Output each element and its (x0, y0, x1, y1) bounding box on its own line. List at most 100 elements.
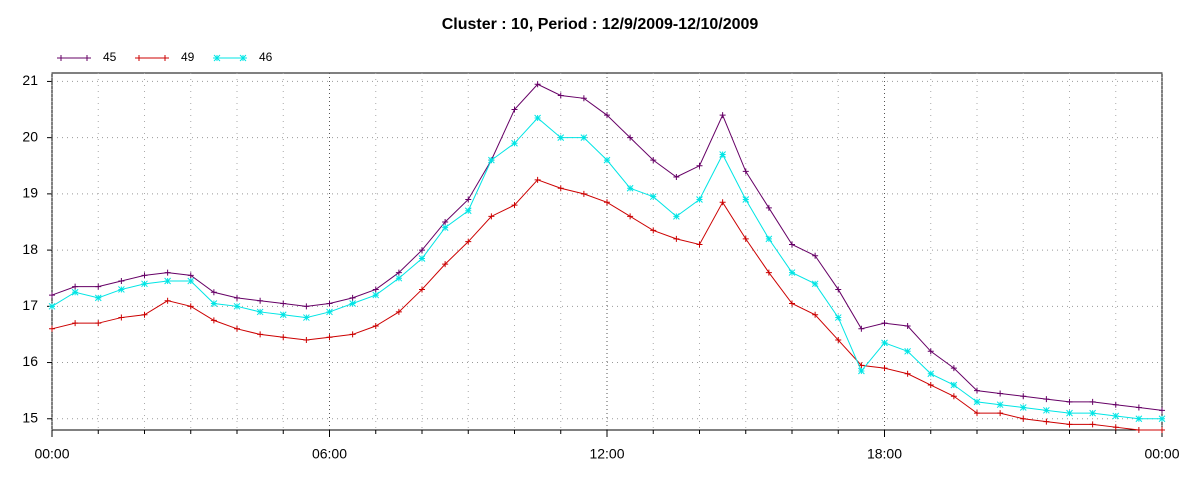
point-marker (1135, 404, 1142, 411)
point-marker (997, 410, 1004, 417)
point-marker (187, 303, 194, 310)
point-marker (141, 311, 148, 318)
point-marker (788, 269, 796, 276)
point-marker (789, 241, 795, 248)
y-tick-label: 18 (22, 241, 38, 257)
point-marker (927, 348, 934, 355)
point-marker (649, 193, 657, 201)
point-marker (94, 294, 102, 302)
point-marker (580, 95, 587, 102)
point-marker (604, 199, 610, 206)
point-marker (349, 294, 356, 301)
point-marker (881, 339, 888, 347)
point-marker (858, 367, 865, 375)
point-marker (603, 156, 611, 164)
point-marker (673, 213, 680, 220)
legend-marker (239, 54, 247, 62)
point-marker (141, 280, 148, 288)
y-tick-label: 15 (22, 409, 38, 425)
point-marker (442, 261, 449, 268)
point-marker (418, 255, 426, 262)
point-marker (1066, 409, 1073, 417)
point-marker (835, 286, 842, 293)
point-marker (1135, 415, 1143, 423)
point-marker (326, 308, 333, 316)
point-marker (1020, 393, 1027, 400)
point-marker (1066, 398, 1073, 405)
point-marker (927, 370, 935, 378)
point-marker (511, 139, 518, 147)
point-marker (303, 314, 310, 321)
point-marker (996, 401, 1004, 409)
point-marker (303, 337, 310, 344)
point-marker (1043, 396, 1050, 403)
point-marker (765, 269, 772, 276)
point-marker (280, 334, 287, 341)
point-marker (1089, 398, 1096, 405)
point-marker (1158, 415, 1166, 423)
point-marker (71, 288, 79, 296)
point-marker (187, 277, 195, 285)
point-marker (650, 157, 657, 164)
legend-marker (213, 54, 221, 62)
point-marker (349, 300, 356, 307)
point-marker (557, 134, 565, 142)
point-marker (233, 302, 241, 310)
y-tick-label: 17 (22, 297, 38, 313)
point-marker (1135, 427, 1142, 433)
point-marker (234, 325, 240, 332)
point-marker (187, 272, 194, 279)
point-marker (719, 199, 726, 206)
point-marker (1019, 404, 1027, 411)
legend-label: 45 (103, 50, 117, 64)
point-marker (164, 297, 171, 304)
point-marker (419, 247, 425, 254)
point-marker (95, 320, 102, 327)
point-marker (511, 106, 518, 113)
legend-marker (136, 55, 142, 61)
point-marker (534, 176, 541, 183)
point-marker (210, 289, 217, 296)
point-marker (696, 241, 703, 248)
point-marker (326, 334, 333, 341)
point-marker (973, 398, 981, 406)
point-marker (812, 252, 819, 259)
point-marker (974, 387, 980, 394)
point-marker (257, 331, 264, 338)
point-marker (488, 213, 495, 220)
legend-marker (58, 55, 64, 61)
point-marker (1159, 427, 1165, 433)
point-marker (1089, 409, 1096, 417)
point-marker (464, 207, 472, 215)
point-marker (465, 238, 472, 245)
point-marker (48, 302, 56, 310)
point-marker (742, 168, 749, 175)
point-marker (950, 365, 957, 372)
point-marker (303, 303, 310, 310)
point-marker (95, 283, 102, 290)
point-marker (441, 224, 449, 231)
point-marker (118, 278, 125, 285)
point-marker (557, 92, 564, 99)
point-marker (395, 269, 402, 276)
point-marker (997, 390, 1004, 397)
point-marker (927, 382, 934, 389)
point-marker (742, 196, 750, 203)
point-marker (904, 370, 911, 377)
point-marker (326, 300, 333, 307)
point-marker (834, 314, 842, 321)
point-marker (765, 204, 772, 211)
point-marker (1020, 415, 1027, 422)
point-marker (811, 280, 819, 288)
legend-label: 49 (181, 50, 195, 64)
point-marker (349, 331, 356, 338)
point-marker (1066, 421, 1073, 428)
point-marker (904, 347, 911, 355)
point-marker (234, 294, 240, 301)
y-tick-label: 20 (22, 128, 38, 144)
point-marker (256, 308, 264, 316)
point-marker (534, 81, 541, 88)
point-marker (881, 320, 888, 327)
point-marker (604, 112, 610, 119)
